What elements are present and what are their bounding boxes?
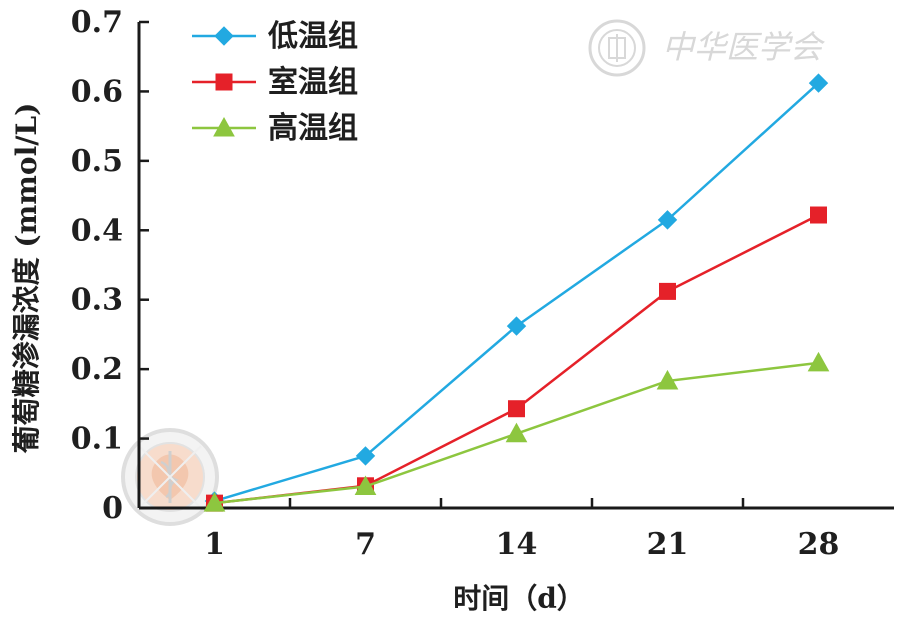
association-seal-icon [588, 19, 646, 77]
axes [137, 20, 894, 510]
y-tick-label: 0.1 [71, 422, 123, 457]
legend-label: 高温组 [268, 111, 358, 146]
x-tick-label: 28 [798, 527, 840, 562]
y-tick-label: 0.7 [71, 5, 123, 40]
y-tick-label: 0.2 [71, 352, 123, 387]
y-axis-title: 葡萄糖渗漏浓度 (mmol/L) [10, 103, 43, 454]
data-point [203, 492, 226, 512]
x-tick-label: 1 [204, 527, 225, 562]
legend-item: 高温组 [192, 111, 358, 146]
series-3 [203, 351, 830, 512]
data-point [355, 446, 376, 466]
legend-label: 室温组 [268, 65, 358, 100]
legend-marker [213, 116, 235, 137]
data-point [808, 73, 829, 93]
series-line [213, 213, 820, 505]
data-point [659, 282, 676, 300]
data-point [506, 316, 527, 336]
y-tick-label: 0.6 [71, 74, 123, 109]
series-layer [203, 73, 830, 512]
legend-marker [215, 73, 233, 91]
legend-label: 低温组 [267, 19, 358, 54]
data-point [810, 206, 827, 224]
legend-marker [214, 26, 234, 46]
data-point [354, 475, 377, 495]
legend-item: 室温组 [192, 65, 358, 100]
x-tick-label: 14 [496, 527, 538, 562]
y-tick-label: 0.4 [71, 213, 123, 248]
series-2 [206, 206, 827, 512]
y-tick-label: 0 [102, 491, 123, 526]
x-axis-title: 时间（d） [453, 582, 585, 615]
data-point [508, 400, 525, 418]
axis-labels: 0 0.1 0.2 0.3 0.4 0.5 0.6 0.7 1 7 14 21 28 时间（d） 葡萄糖渗漏… [10, 5, 839, 615]
watermark-text: 中华医学会 [662, 28, 825, 66]
data-point [656, 369, 679, 390]
y-tick-label: 0.3 [71, 283, 123, 318]
medical-emblem-icon [121, 428, 219, 526]
x-tick-label: 7 [355, 527, 376, 562]
watermark: 中华医学会 [121, 19, 825, 526]
data-point [657, 210, 678, 230]
data-point [505, 422, 528, 443]
x-tick-label: 21 [647, 527, 689, 562]
data-point [807, 351, 830, 372]
legend-item: 低温组 [192, 19, 358, 54]
y-tick-label: 0.5 [71, 144, 123, 179]
